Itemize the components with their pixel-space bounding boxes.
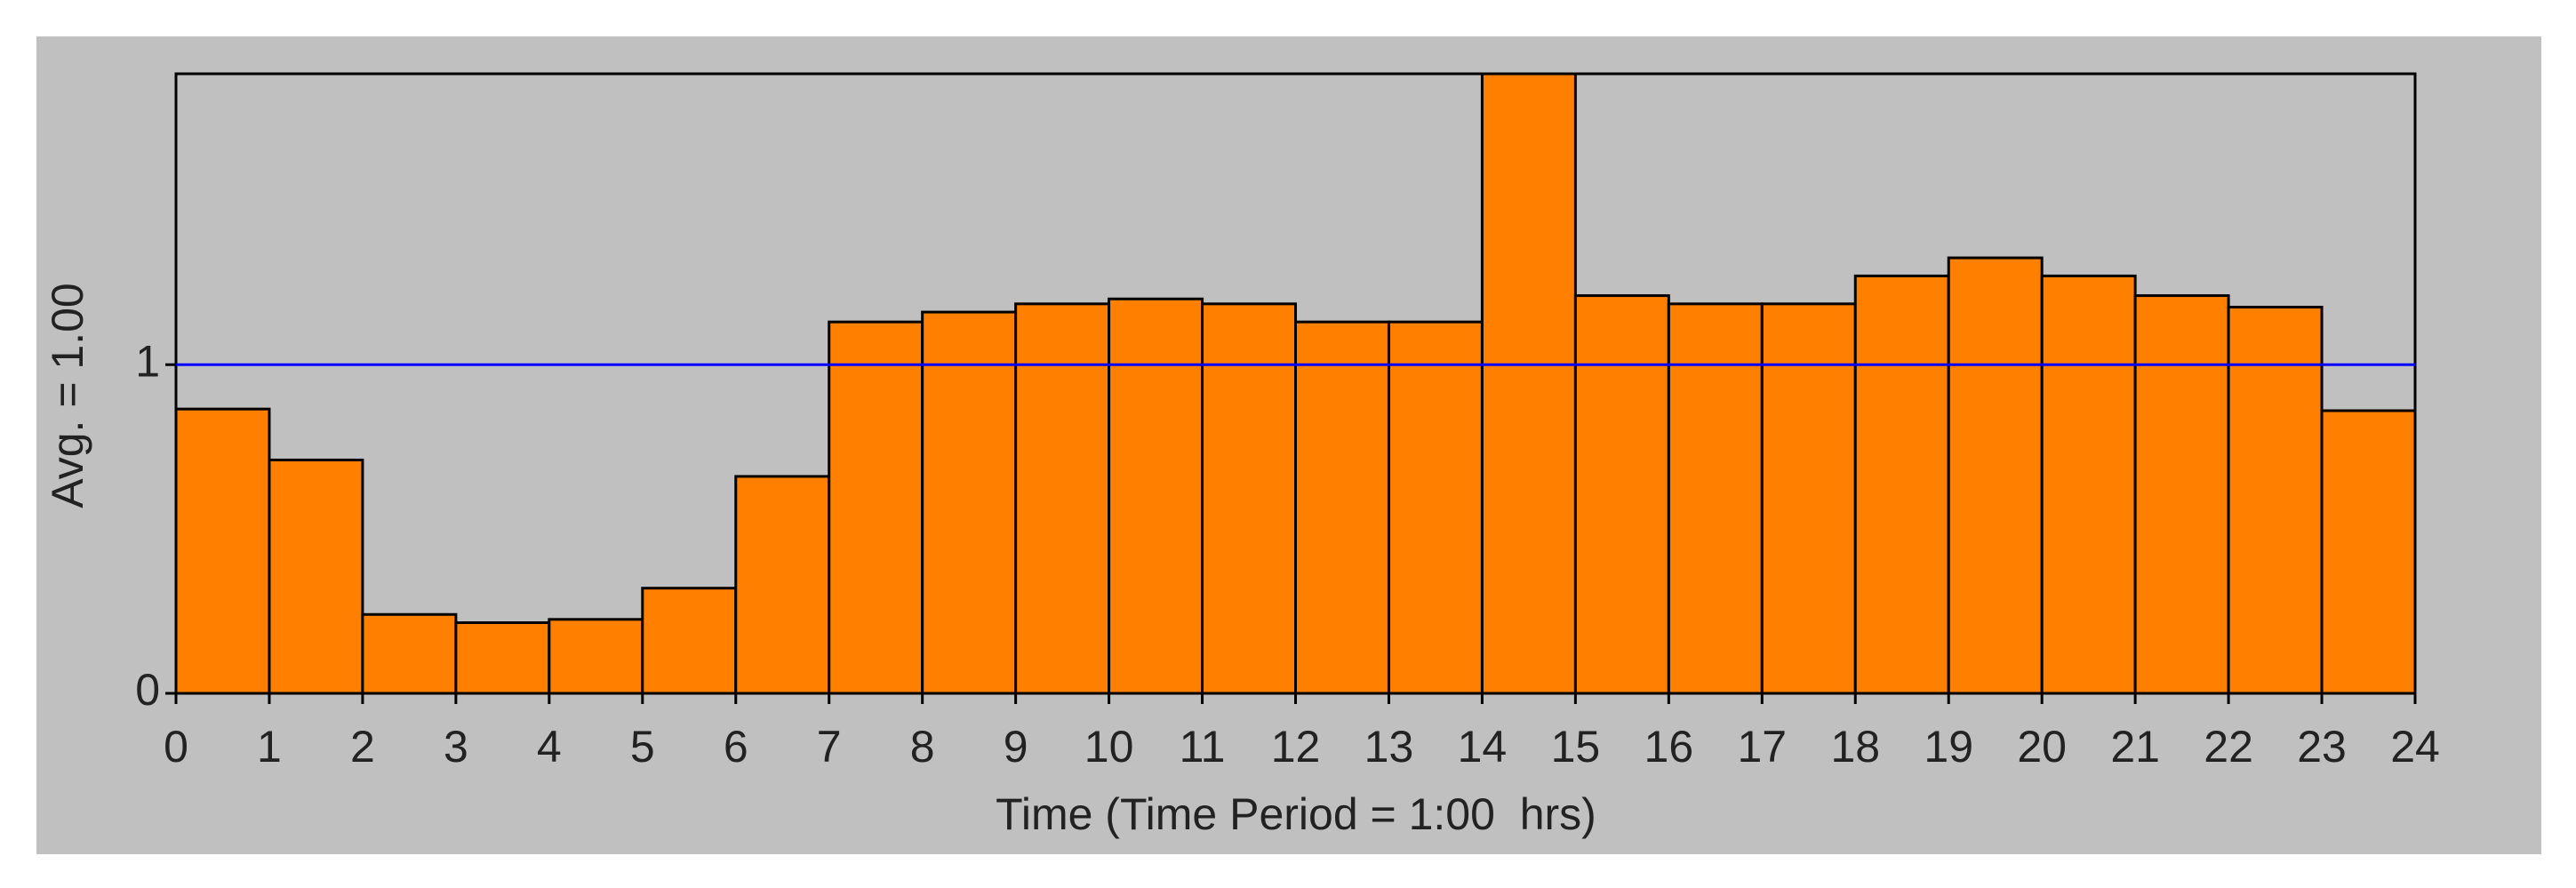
bar [1387, 320, 1484, 695]
x-tick-label: 15 [1551, 722, 1601, 772]
x-tick-label: 13 [1364, 722, 1414, 772]
bar [1201, 302, 1297, 695]
bar [454, 621, 551, 695]
x-tick-label: 3 [444, 722, 468, 772]
bar [174, 407, 271, 695]
x-tick-label: 17 [1737, 722, 1787, 772]
bar [1760, 302, 1857, 695]
bar [361, 612, 458, 695]
x-tick-label: 1 [257, 722, 282, 772]
x-tick-label: 10 [1084, 722, 1134, 772]
x-tick-label: 24 [2390, 722, 2440, 772]
x-tick-label: 22 [2204, 722, 2253, 772]
bar [1294, 320, 1390, 695]
bar [268, 458, 364, 695]
x-tick-label: 8 [910, 722, 935, 772]
bar [548, 618, 644, 695]
bar [1573, 294, 1670, 695]
bar [1014, 302, 1111, 695]
bar [1853, 274, 1950, 695]
x-tick-label: 11 [1180, 722, 1226, 772]
bar [1947, 256, 2044, 695]
x-tick-label: 5 [630, 722, 655, 772]
bar [921, 310, 1018, 695]
x-tick-label: 2 [350, 722, 375, 772]
x-tick-label: 6 [724, 722, 748, 772]
x-tick-label: 4 [537, 722, 562, 772]
y-tick-label: 1 [135, 336, 160, 386]
bar [828, 320, 924, 695]
x-tick-label: 12 [1271, 722, 1321, 772]
x-tick-label: 18 [1830, 722, 1880, 772]
bar [734, 475, 831, 695]
bar [1108, 297, 1204, 695]
bar [1480, 72, 1577, 695]
x-axis-label: Time (Time Period = 1:00 hrs) [996, 789, 1596, 839]
x-tick-label: 19 [1924, 722, 1973, 772]
bar [2320, 409, 2417, 695]
x-tick-label: 21 [2110, 722, 2160, 772]
bar [2040, 274, 2137, 695]
x-tick-label: 16 [1644, 722, 1694, 772]
x-tick-label: 14 [1458, 722, 1508, 772]
bar [2227, 306, 2324, 695]
x-tick-label: 20 [2017, 722, 2067, 772]
bar [641, 587, 738, 695]
y-tick-label: 0 [135, 665, 160, 715]
x-tick-label: 23 [2297, 722, 2347, 772]
x-tick-label: 0 [164, 722, 188, 772]
y-axis-label: Avg. = 1.00 [43, 283, 92, 508]
bar [1667, 302, 1764, 695]
bar [2133, 294, 2230, 695]
x-tick-label: 7 [817, 722, 842, 772]
x-tick-label: 9 [1004, 722, 1028, 772]
